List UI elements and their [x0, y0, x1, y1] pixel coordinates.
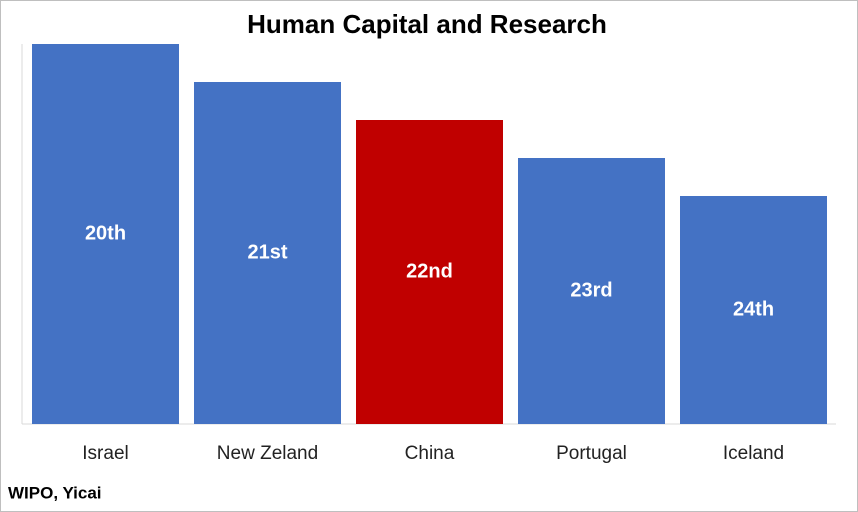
bar: [194, 82, 341, 424]
x-tick-label: Israel: [82, 443, 128, 464]
bar: [32, 44, 179, 424]
x-tick-label: Iceland: [723, 443, 784, 464]
data-label: 21st: [247, 241, 287, 263]
data-label: 22nd: [406, 260, 453, 282]
bar: [518, 158, 665, 424]
bar: [356, 120, 503, 424]
bar: [680, 196, 827, 424]
x-tick-label: China: [405, 443, 455, 464]
x-tick-label: Portugal: [556, 443, 627, 464]
data-label: 20th: [85, 222, 126, 244]
data-label: 24th: [733, 298, 774, 320]
x-tick-label: New Zeland: [217, 443, 318, 464]
chart-title: Human Capital and Research: [247, 9, 607, 39]
data-label: 23rd: [570, 279, 612, 301]
source: WIPO, Yicai: [8, 483, 102, 502]
